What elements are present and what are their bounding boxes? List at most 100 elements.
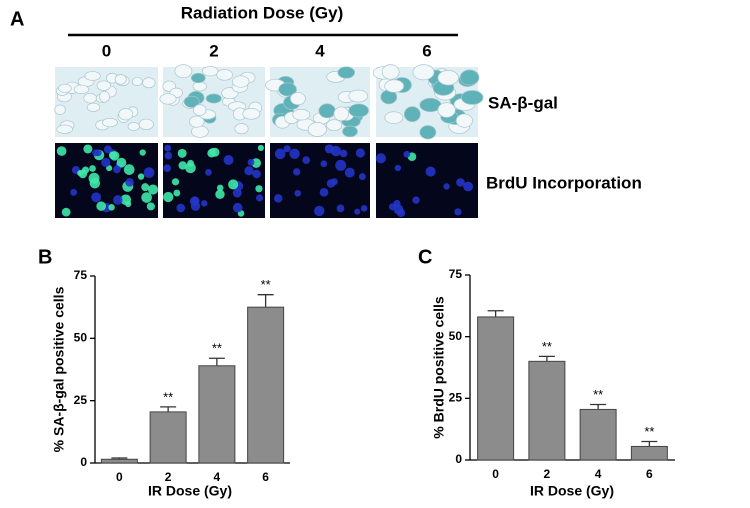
x-tick-label: 0 — [116, 470, 123, 484]
nucleus — [101, 157, 111, 167]
bar — [100, 458, 138, 464]
nucleus — [205, 168, 212, 176]
significance: ** — [644, 424, 654, 439]
nucleus — [187, 159, 194, 167]
nucleus — [89, 165, 96, 172]
nucleus — [92, 149, 99, 157]
x-tick-label: 4 — [595, 467, 602, 481]
cell — [242, 108, 261, 120]
nucleus — [103, 145, 112, 154]
y-tick-label: 0 — [80, 455, 87, 469]
cell — [86, 102, 101, 112]
nucleus — [164, 151, 173, 160]
nucleus — [302, 156, 311, 164]
nucleus — [83, 144, 93, 154]
cell — [102, 117, 118, 128]
brdu-image — [270, 143, 370, 218]
cell — [348, 89, 369, 103]
nucleus — [189, 196, 200, 207]
nucleus — [77, 170, 84, 177]
cell — [384, 79, 405, 93]
bar — [528, 360, 566, 461]
bar — [477, 316, 515, 461]
nucleus — [56, 146, 67, 156]
nucleus — [454, 208, 462, 216]
nucleus — [201, 200, 208, 207]
panel-label: B — [38, 246, 52, 268]
bar — [149, 411, 187, 464]
cell — [292, 108, 311, 121]
nucleus — [178, 161, 187, 170]
dose-label: 0 — [102, 41, 111, 60]
cell — [381, 64, 400, 80]
bar — [630, 445, 668, 461]
nucleus — [274, 148, 286, 160]
cell — [189, 115, 205, 128]
cell — [127, 122, 140, 131]
x-tick-label: 2 — [165, 470, 172, 484]
nucleus — [91, 192, 102, 203]
cell — [96, 80, 111, 91]
nucleus — [335, 159, 347, 171]
panel-label: A — [10, 8, 24, 30]
cell — [216, 69, 233, 81]
x-tick-label: 6 — [262, 470, 269, 484]
nucleus — [324, 144, 334, 154]
cell — [114, 74, 127, 85]
cell — [437, 102, 456, 118]
nucleus — [125, 178, 134, 187]
nucleus — [137, 173, 145, 180]
cell — [403, 106, 421, 123]
bar — [247, 306, 285, 464]
cell — [326, 119, 343, 132]
nucleus — [330, 178, 338, 186]
nucleus — [113, 195, 123, 205]
nucleus — [113, 165, 121, 174]
row-label: BrdU Incorporation — [486, 173, 642, 192]
nucleus — [412, 196, 420, 204]
cell — [333, 106, 350, 122]
cell — [337, 66, 356, 79]
cell — [131, 76, 143, 86]
nucleus — [163, 164, 171, 172]
nucleus — [244, 166, 254, 176]
cell — [191, 125, 209, 138]
nucleus — [141, 183, 150, 192]
cell — [193, 104, 207, 116]
nucleus — [177, 148, 187, 158]
nucleus — [293, 168, 301, 176]
y-tick-label: 50 — [74, 331, 88, 345]
nucleus — [443, 183, 450, 190]
significance: ** — [593, 387, 603, 402]
cell — [205, 93, 222, 104]
nucleus — [320, 160, 328, 168]
x-axis-label: IR Dose (Gy) — [148, 483, 232, 499]
panel-title: Radiation Dose (Gy) — [181, 3, 343, 22]
significance: ** — [542, 339, 552, 354]
dose-label: 6 — [422, 41, 431, 60]
nucleus — [283, 145, 291, 153]
nucleus — [116, 157, 127, 168]
nucleus — [108, 204, 115, 211]
cell — [159, 93, 177, 105]
cell — [318, 103, 336, 119]
y-tick-label: 25 — [74, 393, 88, 407]
cell — [192, 81, 207, 92]
nucleus — [70, 188, 78, 196]
nucleus — [125, 200, 132, 208]
nucleus — [176, 203, 186, 213]
nucleus — [88, 172, 100, 184]
cell — [190, 72, 206, 84]
cell — [461, 90, 484, 105]
y-tick-label: 25 — [449, 391, 463, 405]
nucleus — [232, 188, 242, 198]
panel-label: C — [418, 246, 432, 268]
cell — [73, 84, 90, 94]
nucleus — [358, 173, 366, 181]
nucleus — [375, 153, 386, 164]
bar — [579, 408, 617, 461]
x-tick-label: 6 — [646, 467, 653, 481]
cell — [419, 125, 437, 140]
nucleus — [393, 199, 401, 208]
y-tick-label: 0 — [455, 452, 462, 466]
